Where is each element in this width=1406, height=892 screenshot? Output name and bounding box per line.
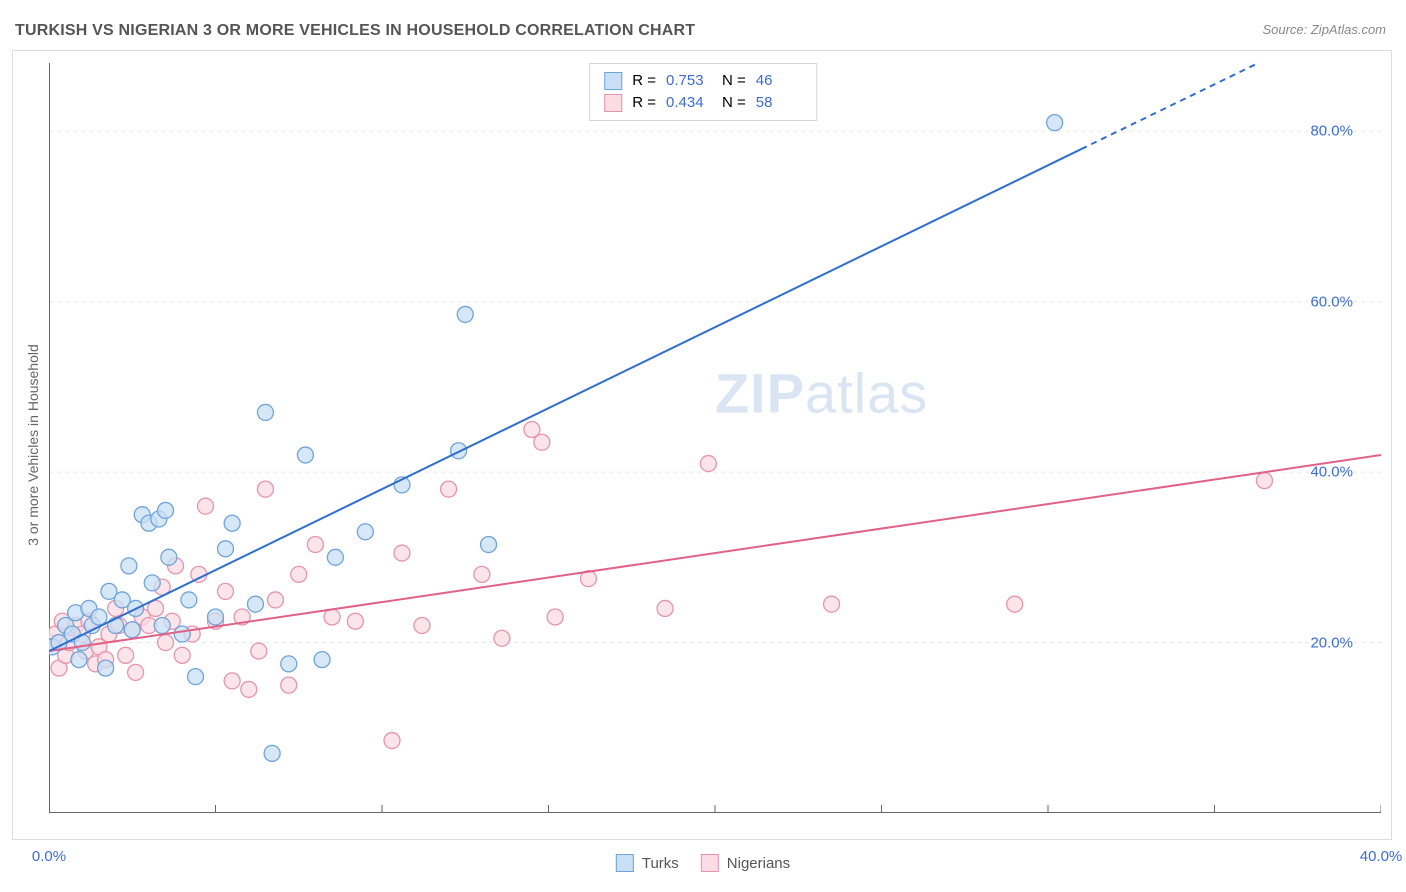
swatch-nigerians [701,854,719,872]
r-value-nigerians: 0.434 [666,92,712,114]
legend-item-nigerians: Nigerians [701,854,790,872]
y-tick-label: 40.0% [1310,464,1353,481]
plot-area: ZIPatlas 20.0%40.0%60.0%80.0% [49,63,1381,813]
plot-frame: 3 or more Vehicles in Household ZIPatlas… [12,50,1392,840]
swatch-turks [604,72,622,90]
y-axis-label: 3 or more Vehicles in Household [25,344,41,546]
legend-row-turks: R = 0.753 N = 46 [604,70,802,92]
r-value-turks: 0.753 [666,70,712,92]
source-attribution: Source: ZipAtlas.com [1262,22,1386,37]
scatter-svg [49,63,1381,813]
r-label: R = [632,92,656,114]
correlation-legend: R = 0.753 N = 46 R = 0.434 N = 58 [589,63,817,121]
legend-item-turks: Turks [616,854,679,872]
swatch-nigerians [604,94,622,112]
legend-label-nigerians: Nigerians [727,855,790,872]
chart-title: TURKISH VS NIGERIAN 3 OR MORE VEHICLES I… [15,22,695,40]
r-label: R = [632,70,656,92]
n-label: N = [722,70,746,92]
n-label: N = [722,92,746,114]
legend-label-turks: Turks [642,855,679,872]
y-tick-label: 80.0% [1310,123,1353,140]
x-tick-label: 0.0% [32,848,66,865]
n-value-turks: 46 [756,70,802,92]
n-value-nigerians: 58 [756,92,802,114]
legend-row-nigerians: R = 0.434 N = 58 [604,92,802,114]
series-legend: Turks Nigerians [616,854,790,872]
swatch-turks [616,854,634,872]
y-tick-label: 20.0% [1310,634,1353,651]
y-tick-label: 60.0% [1310,293,1353,310]
x-tick-label: 40.0% [1360,848,1403,865]
